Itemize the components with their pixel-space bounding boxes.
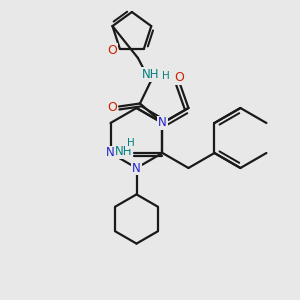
Text: O: O bbox=[175, 70, 184, 84]
Text: H: H bbox=[162, 71, 170, 81]
Text: NH: NH bbox=[115, 145, 132, 158]
Text: O: O bbox=[107, 101, 117, 115]
Text: H: H bbox=[127, 138, 134, 148]
Text: NH: NH bbox=[142, 68, 159, 81]
Text: N: N bbox=[132, 161, 141, 175]
Text: N: N bbox=[106, 146, 115, 160]
Text: N: N bbox=[158, 116, 167, 130]
Text: O: O bbox=[107, 44, 117, 57]
